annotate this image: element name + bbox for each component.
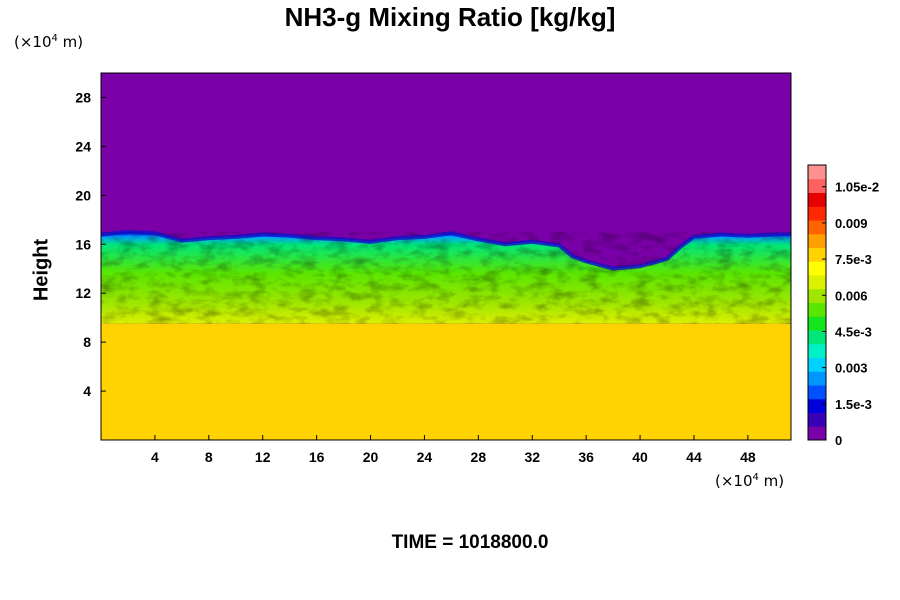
colorbar-segment [808, 343, 826, 358]
colorbar-segment [808, 165, 826, 180]
x-tick-label: 44 [686, 449, 702, 465]
colorbar-segment [808, 233, 826, 248]
colorbar-tick-label: 0 [835, 433, 842, 448]
x-tick-label: 36 [578, 449, 594, 465]
colorbar-tick-label: 1.5e-3 [835, 397, 872, 412]
x-tick-label: 8 [205, 449, 213, 465]
colorbar-segment [808, 412, 826, 427]
colorbar-frame [807, 164, 827, 441]
colorbar-tick-label: 7.5e-3 [835, 252, 872, 267]
colorbar-tick-label: 4.5e-3 [835, 324, 872, 339]
colorbar-segment [808, 288, 826, 303]
colorbar-segment [808, 247, 826, 262]
colorbar-tick-label: 0.009 [835, 216, 868, 231]
colorbar-segment [808, 357, 826, 372]
colorbar-segment [808, 192, 826, 207]
x-tick-label: 12 [255, 449, 271, 465]
plot-frame [100, 72, 792, 441]
y-axis-unit: (×104 m) [14, 33, 84, 51]
x-tick-label: 32 [524, 449, 540, 465]
mixing-texture [101, 232, 791, 324]
colorbar: 0 1.5e-3 0.003 4.5e-3 0.006 7.5e-3 0.009 1.05e-… [807, 164, 879, 448]
x-tick-label: 48 [740, 449, 756, 465]
colorbar-segment [808, 261, 826, 276]
colorbar-segment [808, 302, 826, 317]
x-tick-label: 16 [309, 449, 325, 465]
colorbar-segment [808, 275, 826, 290]
colorbar-segment [808, 316, 826, 331]
y-tick-label: 8 [83, 334, 91, 350]
y-tick-label: 28 [75, 89, 91, 105]
colorbar-segment [808, 220, 826, 235]
colorbar-tick-label: 1.05e-2 [835, 180, 879, 195]
y-tick-label: 24 [75, 138, 91, 154]
x-tick-label: 20 [363, 449, 379, 465]
x-tick-label: 28 [471, 449, 487, 465]
colorbar-segment [808, 371, 826, 386]
time-label: TIME = 1018800.0 [391, 532, 549, 553]
colorbar-segment [808, 385, 826, 400]
colorbar-tick-label: 0.006 [835, 288, 868, 303]
colorbar-segment [808, 330, 826, 345]
x-tick-label: 4 [151, 449, 159, 465]
colorbar-tick-label: 0.003 [835, 361, 868, 376]
y-tick-label: 20 [75, 187, 91, 203]
x-tick-label: 24 [417, 449, 433, 465]
colorbar-segment [808, 398, 826, 413]
x-tick-label: 40 [632, 449, 648, 465]
y-tick-label: 16 [75, 236, 91, 252]
colorbar-segment [808, 178, 826, 193]
plot-area [101, 73, 791, 440]
x-axis-unit: (×104 m) [715, 472, 785, 490]
chart-title: NH3-g Mixing Ratio [kg/kg] [284, 2, 616, 32]
interface-line [101, 230, 791, 271]
colorbar-segment [808, 206, 826, 221]
y-tick-label: 12 [75, 285, 91, 301]
colorbar-segment [808, 426, 826, 441]
y-tick-label: 4 [83, 383, 91, 399]
lower-layer [101, 323, 791, 440]
